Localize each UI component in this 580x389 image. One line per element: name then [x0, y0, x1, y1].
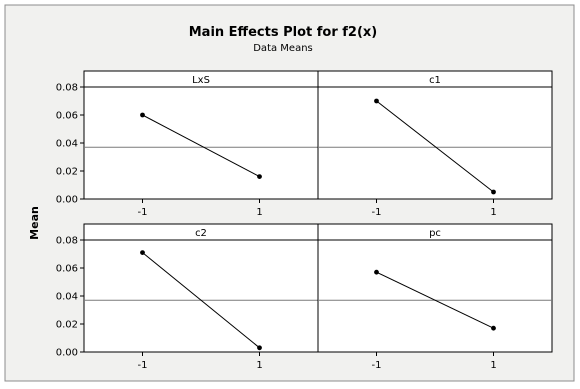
data-point [257, 345, 262, 351]
data-point [140, 250, 145, 256]
data-point [374, 98, 379, 104]
y-tick-label: 0.06 [56, 264, 78, 275]
x-tick-label: -1 [138, 360, 148, 371]
chart-subtitle: Data Means [253, 43, 313, 54]
panel-c1: c1 -1 1 [317, 70, 553, 218]
panel-strip-label: c2 [195, 228, 207, 239]
x-tick-label: 1 [256, 207, 262, 218]
panel-strip-label: c1 [429, 75, 441, 86]
panel-plot-area [83, 239, 319, 353]
panel-plot-area [83, 86, 319, 200]
data-point [140, 112, 145, 118]
panel-plot-area [317, 86, 553, 200]
y-axis-label: Mean [28, 206, 41, 240]
panel-LxS: LxS -1 1 0.00 0.02 0.04 0.06 0.08 [56, 70, 319, 218]
panel-strip-label: pc [429, 228, 441, 239]
panel-pc: pc -1 1 [317, 223, 553, 371]
y-tick-label: 0.02 [56, 167, 78, 178]
x-tick-label: -1 [372, 207, 382, 218]
y-tick-label: 0.08 [56, 83, 78, 94]
y-tick-label: 0.04 [56, 292, 78, 303]
chart-title: Main Effects Plot for f2(x) [189, 25, 378, 40]
y-tick-label: 0.00 [56, 195, 78, 206]
panel-c2: c2 -1 1 0.00 0.02 0.04 0.06 0.08 [56, 223, 319, 371]
series-line [376, 100, 494, 193]
data-point [257, 174, 262, 180]
x-tick-label: 1 [256, 360, 262, 371]
panels-layer: LxS -1 1 0.00 0.02 0.04 0.06 0.08 c1 -1 1 c2 -1 1 0.00… [56, 70, 553, 371]
panel-plot-area [317, 239, 553, 353]
x-tick-label: -1 [138, 207, 148, 218]
y-tick-label: 0.08 [56, 236, 78, 247]
x-tick-label: 1 [490, 207, 496, 218]
y-tick-label: 0.00 [56, 348, 78, 359]
series-line [142, 252, 260, 349]
x-tick-label: 1 [490, 360, 496, 371]
series-line [376, 271, 494, 329]
series-line [142, 114, 260, 178]
y-tick-label: 0.06 [56, 111, 78, 122]
data-point [374, 269, 379, 275]
data-point [491, 325, 496, 331]
panel-strip-label: LxS [192, 75, 210, 86]
data-point [491, 189, 496, 195]
x-tick-label: -1 [372, 360, 382, 371]
y-tick-label: 0.02 [56, 320, 78, 331]
y-tick-label: 0.04 [56, 139, 78, 150]
